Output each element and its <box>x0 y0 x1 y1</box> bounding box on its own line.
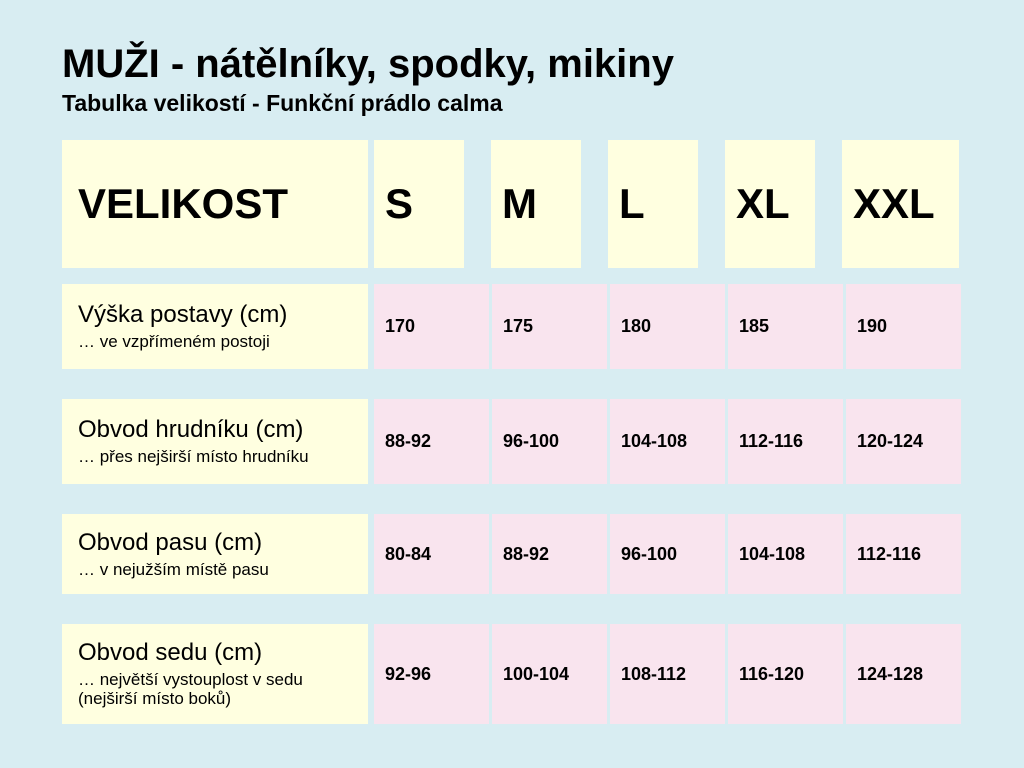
size-label-l: L <box>619 180 645 227</box>
table-header-row: VELIKOST S M L XL XXL <box>62 140 964 268</box>
value-cell: 108-112 <box>610 624 725 724</box>
page-title: MUŽI - nátělníky, spodky, mikiny <box>62 42 674 86</box>
row-note: … v nejužším místě pasu <box>78 559 269 579</box>
value-cell: 96-100 <box>492 399 607 484</box>
size-label-m: M <box>502 180 537 227</box>
value-cell: 170 <box>374 284 489 369</box>
row-label-cell: Výška postavy (cm) … ve vzpřímeném posto… <box>62 284 368 369</box>
velikost-header-cell: VELIKOST <box>62 140 368 268</box>
table-row-obvod-sedu: Obvod sedu (cm) … největší vystouplost v… <box>62 624 964 724</box>
row-label: Obvod sedu (cm) <box>78 639 263 667</box>
velikost-label: VELIKOST <box>78 180 289 227</box>
row-label: Obvod pasu (cm) <box>78 528 263 556</box>
row-label-cell: Obvod hrudníku (cm) … přes nejširší míst… <box>62 399 368 484</box>
value-cell: 180 <box>610 284 725 369</box>
table-row-obvod-pasu: Obvod pasu (cm) … v nejužším místě pasu … <box>62 514 964 594</box>
size-header-cell-m: M <box>491 140 581 268</box>
size-header-cell-s: S <box>374 140 464 268</box>
page-subtitle: Tabulka velikostí - Funkční prádlo calma <box>62 90 503 116</box>
value-cell: 185 <box>728 284 843 369</box>
value-cell: 116-120 <box>728 624 843 724</box>
value-cell: 104-108 <box>728 514 843 594</box>
size-header-cell-xxl: XXL <box>842 140 959 268</box>
size-label-xxl: XXL <box>853 180 935 227</box>
value-cell: 92-96 <box>374 624 489 724</box>
row-note: … přes nejširší místo hrudníku <box>78 447 309 467</box>
size-header-cell-xl: XL <box>725 140 815 268</box>
row-note: … největší vystouplost v sedu (nejširší … <box>78 669 303 709</box>
row-note: … ve vzpřímeném postoji <box>78 332 270 352</box>
value-cell: 124-128 <box>846 624 961 724</box>
value-cell: 112-116 <box>846 514 961 594</box>
row-label: Výška postavy (cm) <box>78 301 288 329</box>
row-label: Obvod hrudníku (cm) <box>78 416 304 444</box>
value-cell: 120-124 <box>846 399 961 484</box>
row-label-cell: Obvod pasu (cm) … v nejužším místě pasu <box>62 514 368 594</box>
value-cell: 104-108 <box>610 399 725 484</box>
size-label-xl: XL <box>736 180 790 227</box>
value-cell: 88-92 <box>374 399 489 484</box>
value-cell: 96-100 <box>610 514 725 594</box>
row-label-cell: Obvod sedu (cm) … největší vystouplost v… <box>62 624 368 724</box>
size-label-s: S <box>385 180 414 227</box>
value-cell: 190 <box>846 284 961 369</box>
size-header-cell-l: L <box>608 140 698 268</box>
value-cell: 175 <box>492 284 607 369</box>
table-row-obvod-hrudniku: Obvod hrudníku (cm) … přes nejširší míst… <box>62 399 964 484</box>
table-row-vyska-postavy: Výška postavy (cm) … ve vzpřímeném posto… <box>62 284 964 369</box>
value-cell: 88-92 <box>492 514 607 594</box>
value-cell: 112-116 <box>728 399 843 484</box>
value-cell: 100-104 <box>492 624 607 724</box>
value-cell: 80-84 <box>374 514 489 594</box>
size-table: VELIKOST S M L XL XXL Výška postavy (cm)… <box>62 140 964 754</box>
